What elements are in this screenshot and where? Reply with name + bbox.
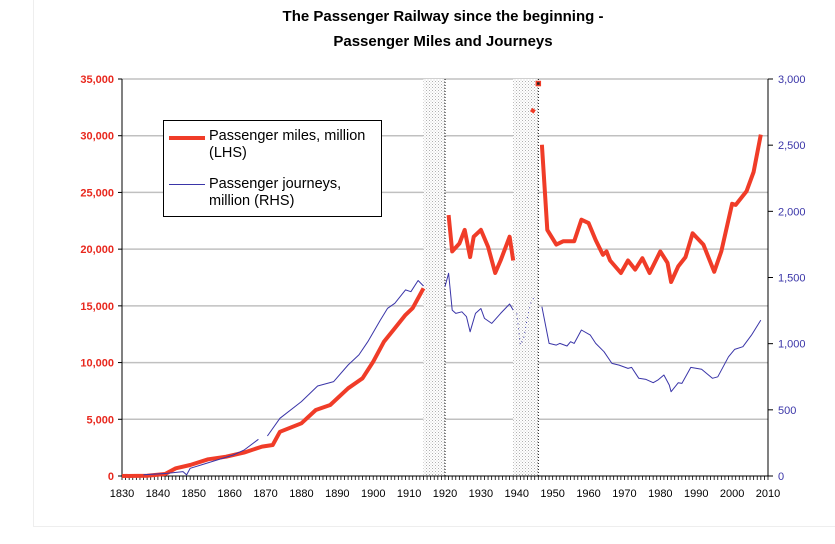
journeys-line <box>541 306 762 393</box>
chart-frame <box>33 0 835 527</box>
shaded-period <box>513 79 539 476</box>
y-right-tick-label: 2,000 <box>778 206 806 218</box>
chart-title-line2: Passenger Miles and Journeys <box>333 33 553 50</box>
legend-label-miles-line2: (LHS) <box>209 145 247 161</box>
y-left-tick-label: 25,000 <box>80 187 114 199</box>
x-tick-label: 1850 <box>182 488 206 500</box>
y-left-tick-label: 5,000 <box>86 414 114 426</box>
x-tick-label: 1870 <box>253 488 277 500</box>
x-tick-label: 1920 <box>433 488 457 500</box>
journeys-line <box>143 438 259 476</box>
chart-title-line1: The Passenger Railway since the beginnin… <box>282 8 604 25</box>
x-tick-label: 1950 <box>540 488 564 500</box>
x-tick-label: 1940 <box>505 488 529 500</box>
x-tick-label: 1890 <box>325 488 349 500</box>
x-tick-label: 1960 <box>576 488 600 500</box>
x-tick-label: 1990 <box>684 488 708 500</box>
y-right-tick-label: 500 <box>778 405 796 417</box>
legend-swatch-journeys <box>169 184 205 185</box>
x-tick-label: 1830 <box>110 488 134 500</box>
miles-line <box>446 214 516 275</box>
y-left-tick-label: 10,000 <box>80 358 114 370</box>
x-tick-label: 1970 <box>612 488 636 500</box>
legend-swatch-miles <box>169 136 205 140</box>
journeys-line <box>444 272 514 333</box>
y-right-tick-label: 1,000 <box>778 339 806 351</box>
legend-label-journeys-line2: million (RHS) <box>209 193 295 209</box>
x-tick-label: 1980 <box>648 488 672 500</box>
x-tick-label: 1840 <box>146 488 170 500</box>
legend-label-journeys-line1: Passenger journeys, <box>209 176 342 192</box>
miles-line <box>121 287 426 478</box>
x-tick-label: 2010 <box>756 488 780 500</box>
y-right-tick-label: 1,500 <box>778 273 806 285</box>
x-tick-label: 1900 <box>361 488 385 500</box>
x-tick-label: 2000 <box>720 488 744 500</box>
miles-line <box>539 134 763 284</box>
x-tick-label: 1910 <box>397 488 421 500</box>
y-right-tick-label: 0 <box>778 471 784 483</box>
y-left-tick-label: 20,000 <box>80 244 114 256</box>
x-tick-label: 1930 <box>469 488 493 500</box>
y-right-tick-label: 3,000 <box>778 74 806 86</box>
y-left-tick-label: 30,000 <box>80 131 114 143</box>
miles-line <box>530 107 536 114</box>
legend: Passenger miles, million (LHS) Passenger… <box>163 120 382 217</box>
x-tick-label: 1880 <box>289 488 313 500</box>
x-tick-label: 1860 <box>217 488 241 500</box>
legend-label-journeys: Passenger journeys, million (RHS) <box>209 176 384 210</box>
y-left-tick-label: 15,000 <box>80 301 114 313</box>
miles-point <box>535 80 542 87</box>
legend-label-miles-line1: Passenger miles, million <box>209 128 366 144</box>
shaded-period <box>423 79 445 476</box>
y-right-tick-label: 2,500 <box>778 140 806 152</box>
legend-label-miles: Passenger miles, million (LHS) <box>209 128 384 162</box>
journeys-line <box>266 280 424 437</box>
y-left-tick-label: 35,000 <box>80 74 114 86</box>
y-left-tick-label: 0 <box>108 471 114 483</box>
